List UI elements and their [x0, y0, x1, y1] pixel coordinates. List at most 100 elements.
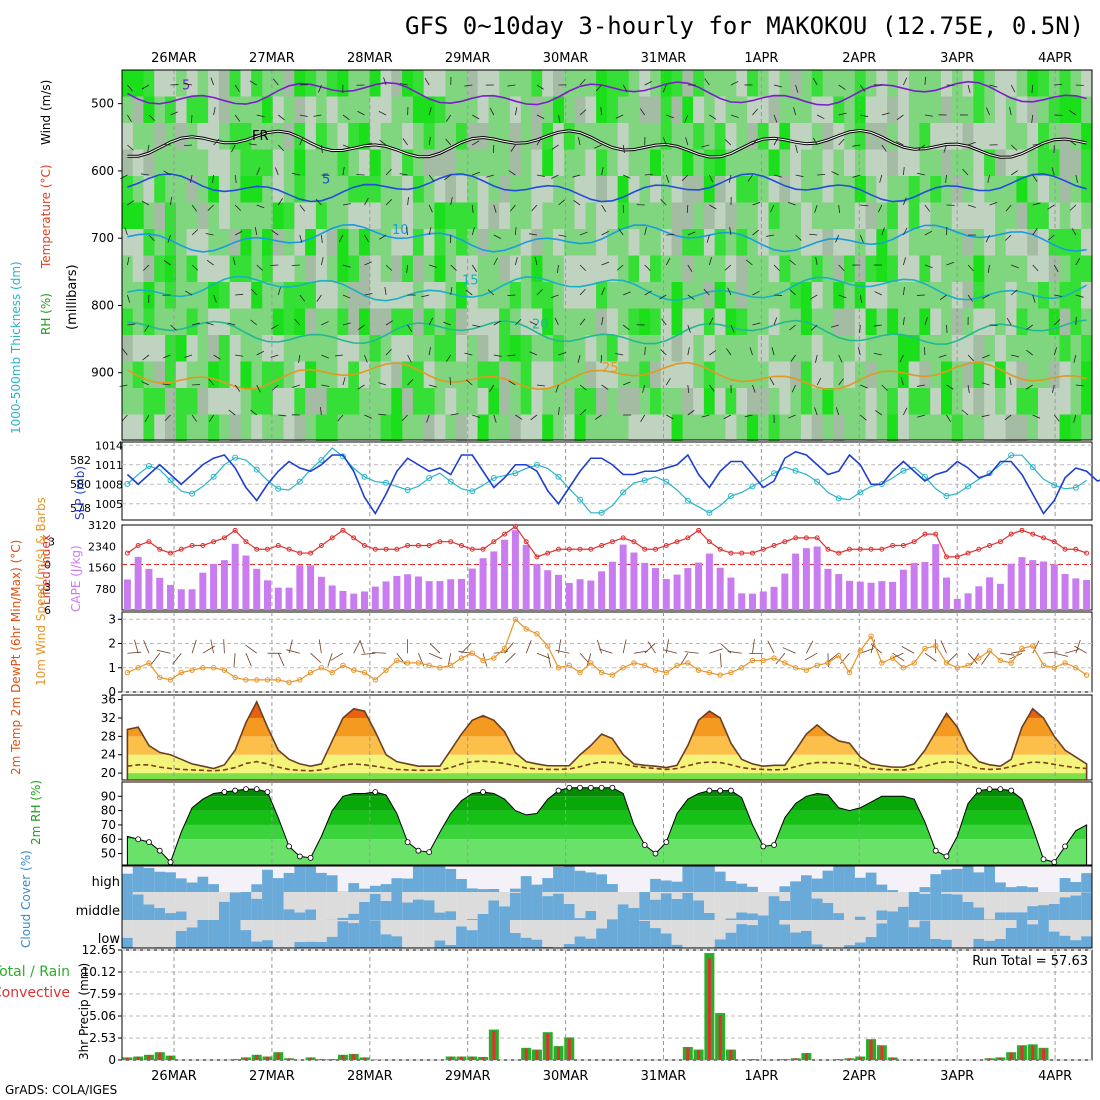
rh-cell: [703, 388, 715, 415]
surface-wind-barb: [429, 652, 443, 660]
wind-barb: [192, 384, 201, 386]
cloud-clear-cell: [412, 920, 424, 948]
wind-barb: [234, 384, 241, 392]
rh-cell: [639, 308, 651, 335]
cloud-cell: [714, 939, 726, 948]
rh-cell: [1005, 308, 1017, 335]
wind-barb: [859, 84, 866, 92]
rh-cell: [833, 414, 845, 441]
rh-cell: [165, 202, 176, 229]
rh-cell: [531, 202, 543, 229]
rh-cell: [606, 335, 618, 362]
wind-barb: [256, 114, 265, 118]
li-point: [847, 546, 852, 552]
rh-cell: [779, 123, 791, 150]
rh-cell: [1016, 96, 1028, 123]
wind-speed-point: [523, 626, 529, 632]
rh-cell: [994, 123, 1006, 150]
wind-barb: [860, 114, 869, 118]
wind-barb: [450, 197, 453, 206]
wind-barb: [943, 144, 947, 153]
wind-speed-point: [986, 648, 993, 654]
cape-bar: [350, 593, 358, 610]
rh-cell: [660, 414, 672, 441]
ylabel-cloud: Cloud Cover (%): [19, 850, 33, 948]
rh-cell: [348, 282, 360, 309]
surface-wind-barb: [223, 639, 225, 654]
convective-bar: [266, 1056, 269, 1060]
wind-barb: [729, 227, 732, 236]
cloud-cell: [574, 936, 586, 948]
wind-barb: [706, 234, 710, 243]
cape-bar: [662, 578, 670, 610]
cloud-cell: [315, 941, 327, 948]
rh-cell: [218, 176, 230, 203]
rh-cell: [542, 149, 554, 176]
cloud-clear-cell: [553, 920, 564, 948]
li-point: [275, 542, 281, 548]
slp-tick-label: 1011: [95, 459, 123, 472]
rh-cell: [315, 229, 327, 256]
cloud-cell: [488, 900, 500, 920]
rh-cell: [348, 255, 360, 282]
rh-cell: [897, 123, 909, 150]
rh-cell: [132, 149, 144, 176]
li-point: [318, 542, 324, 548]
rh-cell: [218, 70, 230, 97]
li-point: [782, 539, 788, 545]
cape-bar: [1029, 560, 1037, 610]
convective-bar: [255, 1055, 259, 1060]
rh-cell: [693, 229, 705, 256]
cloud-cell: [822, 902, 834, 920]
cloud-clear-cell: [456, 892, 467, 920]
rh-cell: [757, 123, 769, 150]
rh-cell: [1038, 282, 1049, 309]
wind-barb: [234, 230, 243, 236]
cloud-clear-cell: [973, 892, 985, 908]
rh-cell: [833, 96, 845, 123]
cape-bar: [134, 556, 142, 610]
li-point: [674, 539, 680, 545]
rh-cell: [876, 229, 888, 256]
li-point: [642, 546, 648, 552]
cloud-cell: [466, 919, 478, 920]
cloud-cell: [434, 940, 446, 948]
wind-barb: [234, 84, 240, 92]
thickness-point: [1029, 464, 1036, 471]
wind-barb: [342, 294, 351, 299]
wind-barb: [601, 287, 605, 296]
cloud-cell: [779, 900, 791, 920]
wind-barb: [364, 197, 369, 206]
wind-speed-point: [286, 679, 292, 686]
cloud-clear-cell: [477, 892, 489, 914]
cape-bar: [727, 577, 735, 610]
rh-cell: [553, 123, 564, 150]
cape-bar: [964, 593, 972, 610]
cloud-cell: [887, 890, 899, 892]
rh-cell: [757, 229, 769, 256]
li-point: [362, 542, 367, 548]
thickness-point: [641, 477, 648, 484]
cloud-clear-cell: [736, 892, 748, 913]
cloud-clear-cell: [294, 920, 306, 942]
convective-bar: [147, 1055, 151, 1060]
cloud-cell: [585, 910, 597, 920]
wind-barb: [364, 354, 368, 363]
rh-cell: [456, 335, 467, 362]
cape-bar: [813, 546, 821, 610]
rh-cell: [617, 176, 629, 203]
surface-wind-barb: [981, 652, 990, 665]
wind-barb: [124, 227, 128, 236]
rh-cell: [1059, 308, 1071, 335]
li-tick-label: 6: [44, 604, 51, 617]
wind-barb: [989, 201, 998, 206]
cloud-clear-cell: [596, 920, 608, 929]
wind-speed-tick-label: 0: [108, 685, 116, 699]
wind-barb: [127, 114, 132, 123]
wind-barb: [967, 204, 976, 208]
rh-cell: [402, 335, 414, 362]
thickness-point: [835, 495, 842, 502]
cloud-clear-cell: [186, 892, 198, 920]
wind-barb: [472, 324, 481, 328]
legend-total-rain: Total / Rain: [0, 964, 70, 980]
